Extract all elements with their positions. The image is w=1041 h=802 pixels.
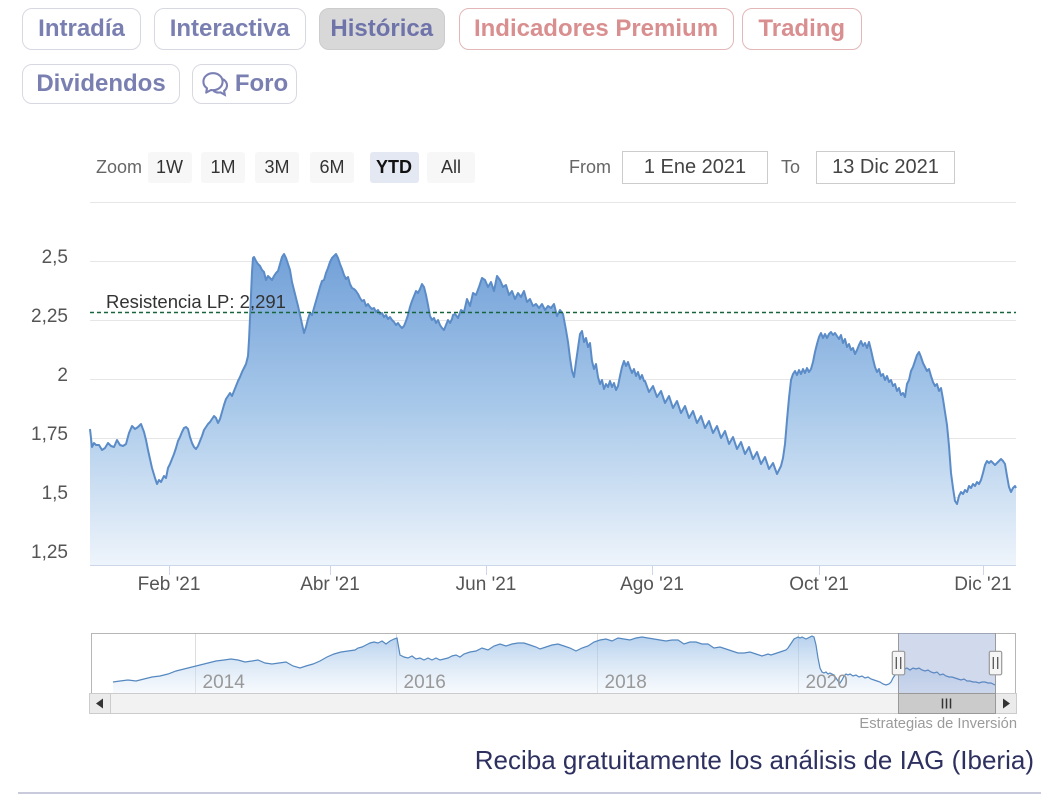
svg-text:1,75: 1,75 bbox=[31, 424, 68, 445]
svg-text:2020: 2020 bbox=[806, 672, 848, 693]
svg-text:1,25: 1,25 bbox=[31, 542, 68, 563]
svg-text:2016: 2016 bbox=[404, 672, 446, 693]
svg-text:2: 2 bbox=[57, 365, 68, 386]
svg-text:2014: 2014 bbox=[203, 672, 246, 693]
svg-text:Feb '21: Feb '21 bbox=[138, 574, 201, 595]
svg-text:Dic '21: Dic '21 bbox=[954, 574, 1011, 595]
svg-text:Ago '21: Ago '21 bbox=[620, 574, 684, 595]
svg-text:2,5: 2,5 bbox=[42, 247, 68, 268]
svg-text:2,25: 2,25 bbox=[31, 306, 68, 327]
svg-text:1,5: 1,5 bbox=[42, 483, 68, 504]
svg-text:Oct '21: Oct '21 bbox=[789, 574, 849, 595]
svg-text:Jun '21: Jun '21 bbox=[456, 574, 517, 595]
svg-text:Abr '21: Abr '21 bbox=[300, 574, 360, 595]
svg-text:Resistencia LP: 2,291: Resistencia LP: 2,291 bbox=[106, 291, 286, 312]
svg-text:2018: 2018 bbox=[605, 672, 647, 693]
svg-text:Estrategias de Inversión: Estrategias de Inversión bbox=[859, 716, 1017, 732]
